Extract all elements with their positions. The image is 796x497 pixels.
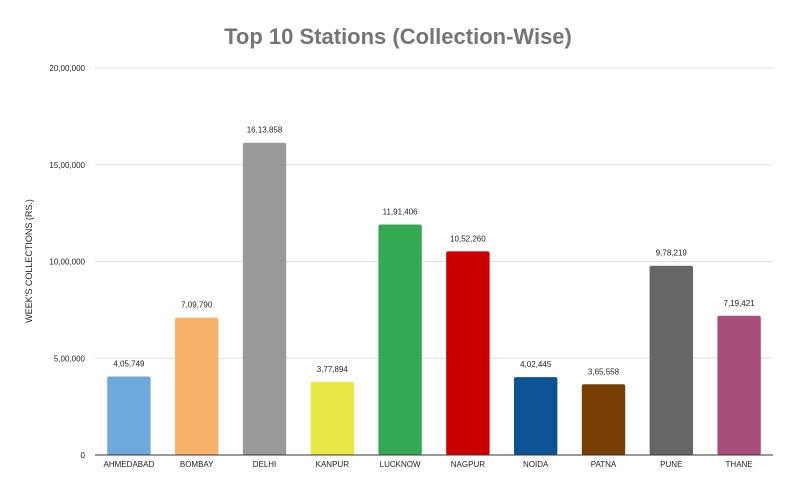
data-label-lucknow: 11,91,406	[383, 207, 419, 216]
bar-lucknow	[378, 224, 422, 455]
y-axis-title: WEEK'S COLLECTIONS (RS.)	[24, 199, 34, 323]
bars	[107, 142, 761, 455]
y-tick-label: 0	[81, 451, 86, 460]
x-tick-label-nagpur: NAGPUR	[451, 460, 485, 469]
data-label-delhi: 16,13,858	[247, 126, 283, 135]
x-tick-label-noida: NOIDA	[523, 460, 549, 469]
x-tick-label-bombay: BOMBAY	[180, 460, 214, 469]
data-label-nagpur: 10,52,260	[450, 234, 486, 243]
chart-title: Top 10 Stations (Collection-Wise)	[224, 24, 572, 49]
bar-nagpur	[446, 251, 490, 455]
bar-pune	[649, 265, 693, 455]
data-label-thane: 7,19,421	[724, 299, 756, 308]
data-label-pune: 9,78,219	[656, 249, 688, 258]
x-tick-label-thane: THANE	[726, 460, 753, 469]
x-tick-label-kanpur: KANPUR	[316, 460, 350, 469]
x-tick-label-lucknow: LUCKNOW	[380, 460, 421, 469]
bar-patna	[581, 384, 626, 455]
data-label-ahmedabad: 4,05,749	[113, 359, 145, 368]
y-tick-label: 20,00,000	[49, 64, 85, 73]
bar-thane	[717, 315, 761, 455]
data-label-bombay: 7,09,790	[181, 301, 213, 310]
x-tick-label-delhi: DELHI	[253, 460, 277, 469]
bar-delhi	[242, 142, 287, 455]
data-label-patna: 3,65,558	[588, 367, 620, 376]
y-tick-label: 10,00,000	[49, 258, 85, 267]
data-label-kanpur: 3,77,894	[317, 365, 349, 374]
y-tick-labels: 0 5,00,000 10,00,000 15,00,000 20,00,000	[49, 64, 85, 460]
data-labels: 4,05,749 7,09,790 16,13,858 3,77,894 11,91,4…	[113, 126, 755, 377]
y-tick-label: 5,00,000	[54, 354, 86, 363]
data-label-noida: 4,02,445	[520, 360, 552, 369]
x-category-labels: AHMEDABAD BOMBAY DELHI KANPUR LUCKNOW NAGPUR N…	[104, 460, 753, 469]
y-tick-label: 15,00,000	[49, 161, 85, 170]
x-tick-label-patna: PATNA	[591, 460, 617, 469]
bar-kanpur	[310, 381, 354, 455]
bar-bombay	[175, 317, 219, 455]
x-tick-label-ahmedabad: AHMEDABAD	[104, 460, 155, 469]
bar-noida	[514, 377, 558, 455]
x-tick-label-pune: PUNE	[660, 460, 682, 469]
bar-ahmedabad	[107, 376, 151, 455]
